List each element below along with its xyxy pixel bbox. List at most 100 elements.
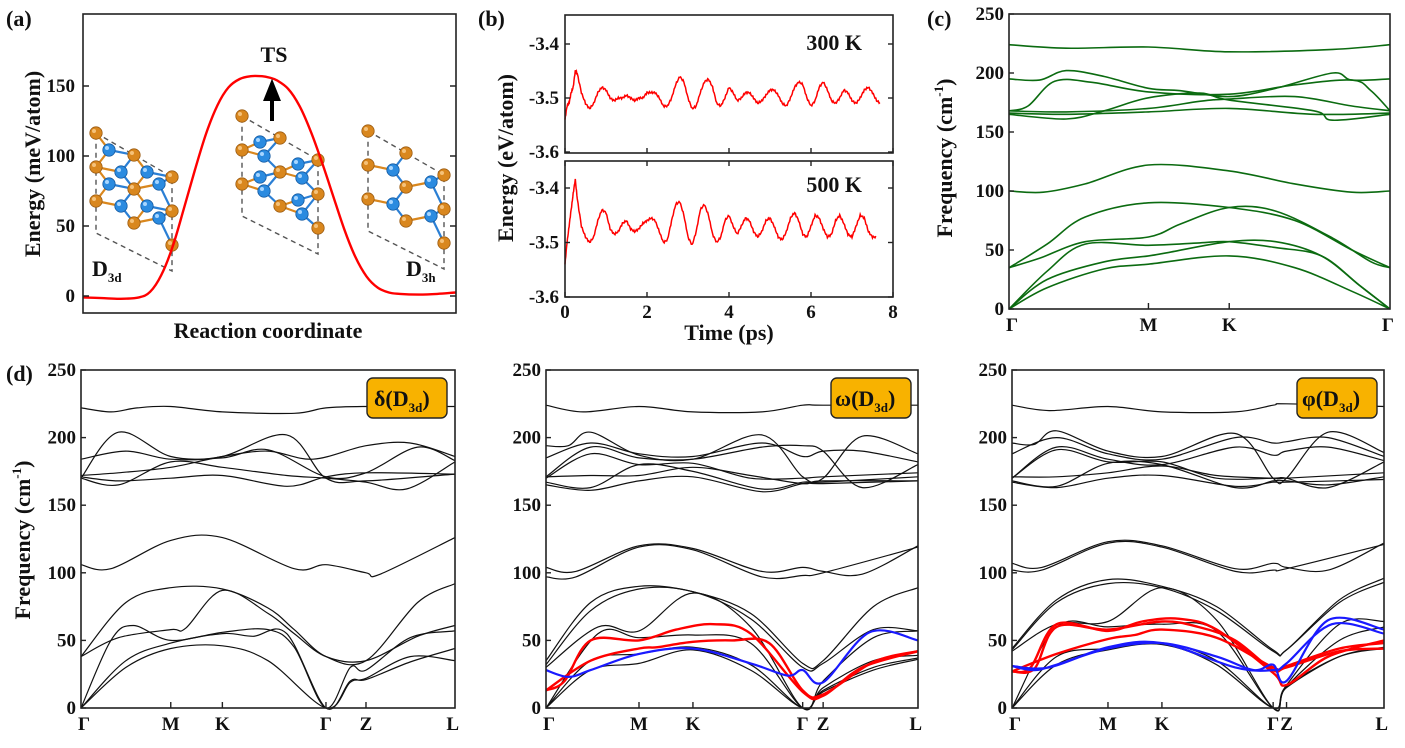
energy-500k-line (564, 178, 877, 265)
y-tick-label: 250 (976, 4, 1005, 25)
atom-blue (386, 163, 400, 177)
atom-orange (273, 199, 287, 213)
k-point-label: Γ (543, 714, 555, 735)
energy-barrier-plot (82, 74, 457, 301)
atom-blue (114, 165, 128, 179)
y-tick-label: -3.6 (529, 142, 559, 163)
phonon-band (1011, 539, 1385, 573)
phonon-band (545, 649, 919, 710)
atom-orange (89, 160, 103, 174)
phonon-band (1011, 540, 1385, 574)
phonon-band (80, 628, 456, 710)
y-axis-label-c: Frequency (cm-1) (931, 79, 957, 238)
y-axis-label-b: Energy (eV/atom) (493, 74, 518, 242)
d3h-label-right: D3h (406, 256, 436, 285)
x-tick-label: 8 (888, 302, 898, 323)
y-tick-label: 250 (979, 360, 1008, 381)
atom-blue (295, 207, 309, 221)
k-point-label: Z (1280, 714, 1293, 735)
phonon-band-red (545, 637, 919, 699)
phonon-band (1011, 436, 1385, 461)
atom-blue (140, 199, 154, 213)
atom-blue (257, 149, 271, 163)
k-point-label: Γ (797, 714, 809, 735)
axes-frame-d-omega (545, 369, 919, 709)
k-point-label: K (1155, 714, 1170, 735)
phonon-band (1008, 201, 1391, 269)
atom-blue (386, 197, 400, 211)
y-tick-label: 50 (988, 630, 1007, 651)
phonon-band (545, 585, 919, 670)
x-tick-label: 6 (806, 302, 816, 323)
atom-orange (235, 143, 249, 157)
panel-c: (c) 0 50 100 150 200 250 Γ M K Γ Frequency (cm-1) (927, 4, 1394, 336)
k-point-label: M (1139, 315, 1157, 336)
k-point-label: Γ (1382, 315, 1394, 336)
atom-orange (273, 165, 287, 179)
atom-orange (399, 214, 413, 228)
atom-orange (89, 194, 103, 208)
phonon-band (1011, 448, 1385, 489)
badge-omega: ω(D3d) (830, 377, 912, 419)
k-point-label: Γ (1267, 714, 1279, 735)
atom-blue (424, 175, 438, 189)
phonon-band (545, 543, 919, 577)
x-tick-label: 2 (642, 302, 652, 323)
atom-blue (257, 184, 271, 198)
y-tick-label: 100 (513, 563, 542, 584)
y-tick-label: 100 (979, 563, 1008, 584)
atom-orange (361, 124, 375, 138)
panel-label-d: (d) (6, 361, 33, 386)
axes-frame-c (1008, 13, 1391, 310)
y-tick-label: 100 (976, 181, 1005, 202)
phonon-band (1011, 474, 1385, 489)
phonon-bands-omega (545, 404, 919, 711)
crystal-structure-d3d (89, 126, 179, 273)
panel-label-a: (a) (6, 6, 32, 31)
atom-orange (399, 180, 413, 194)
phonon-band (80, 624, 456, 709)
k-point-label: K (686, 714, 701, 735)
k-point-label: Z (360, 714, 373, 735)
k-point-label: L (1375, 714, 1388, 735)
k-point-label: M (630, 714, 648, 735)
y-tick-label: 200 (513, 428, 542, 449)
panel-b: (b) -3.4-3.5-3.6-3.4-3.5-3.60 2 4 6 8 300 K … (478, 6, 898, 345)
phonon-band (80, 405, 456, 415)
phonon-band (80, 441, 456, 477)
y-tick-label: -3.4 (529, 34, 560, 55)
y-tick-label: -3.6 (529, 287, 559, 308)
phonon-band (80, 534, 456, 578)
phonon-band (545, 431, 919, 484)
panel-a: (a) 0 50 100 150 TS D3d D3h Reaction coordi… (6, 6, 457, 343)
atom-orange (311, 187, 325, 201)
atom-blue (114, 199, 128, 213)
badge-omega-text: ω(D3d) (835, 386, 895, 415)
phonon-band (80, 644, 456, 709)
ts-label: TS (261, 42, 288, 67)
atom-orange (361, 192, 375, 206)
k-point-label: Γ (78, 714, 90, 735)
k-point-label: Z (817, 714, 830, 735)
phonon-band-red (1011, 620, 1385, 674)
atom-orange (89, 126, 103, 140)
atom-blue (140, 165, 154, 179)
phonon-band (1008, 239, 1391, 310)
phonon-band (545, 592, 919, 711)
atom-orange (437, 168, 451, 182)
atom-orange (165, 204, 179, 218)
k-point-label: M (1099, 714, 1117, 735)
k-point-label: Γ (1006, 315, 1018, 336)
ticks-c: 0 50 100 150 200 250 Γ M K Γ (976, 4, 1395, 336)
y-tick-label: 50 (985, 240, 1004, 261)
atom-blue (152, 211, 166, 225)
atom-blue (102, 177, 116, 191)
phonon-band (1008, 43, 1391, 53)
phonon-bands-c (1008, 43, 1391, 310)
y-tick-label: 50 (57, 630, 76, 651)
phonon-band (1008, 205, 1391, 269)
phonon-band (1008, 92, 1391, 122)
atom-orange (399, 146, 413, 160)
